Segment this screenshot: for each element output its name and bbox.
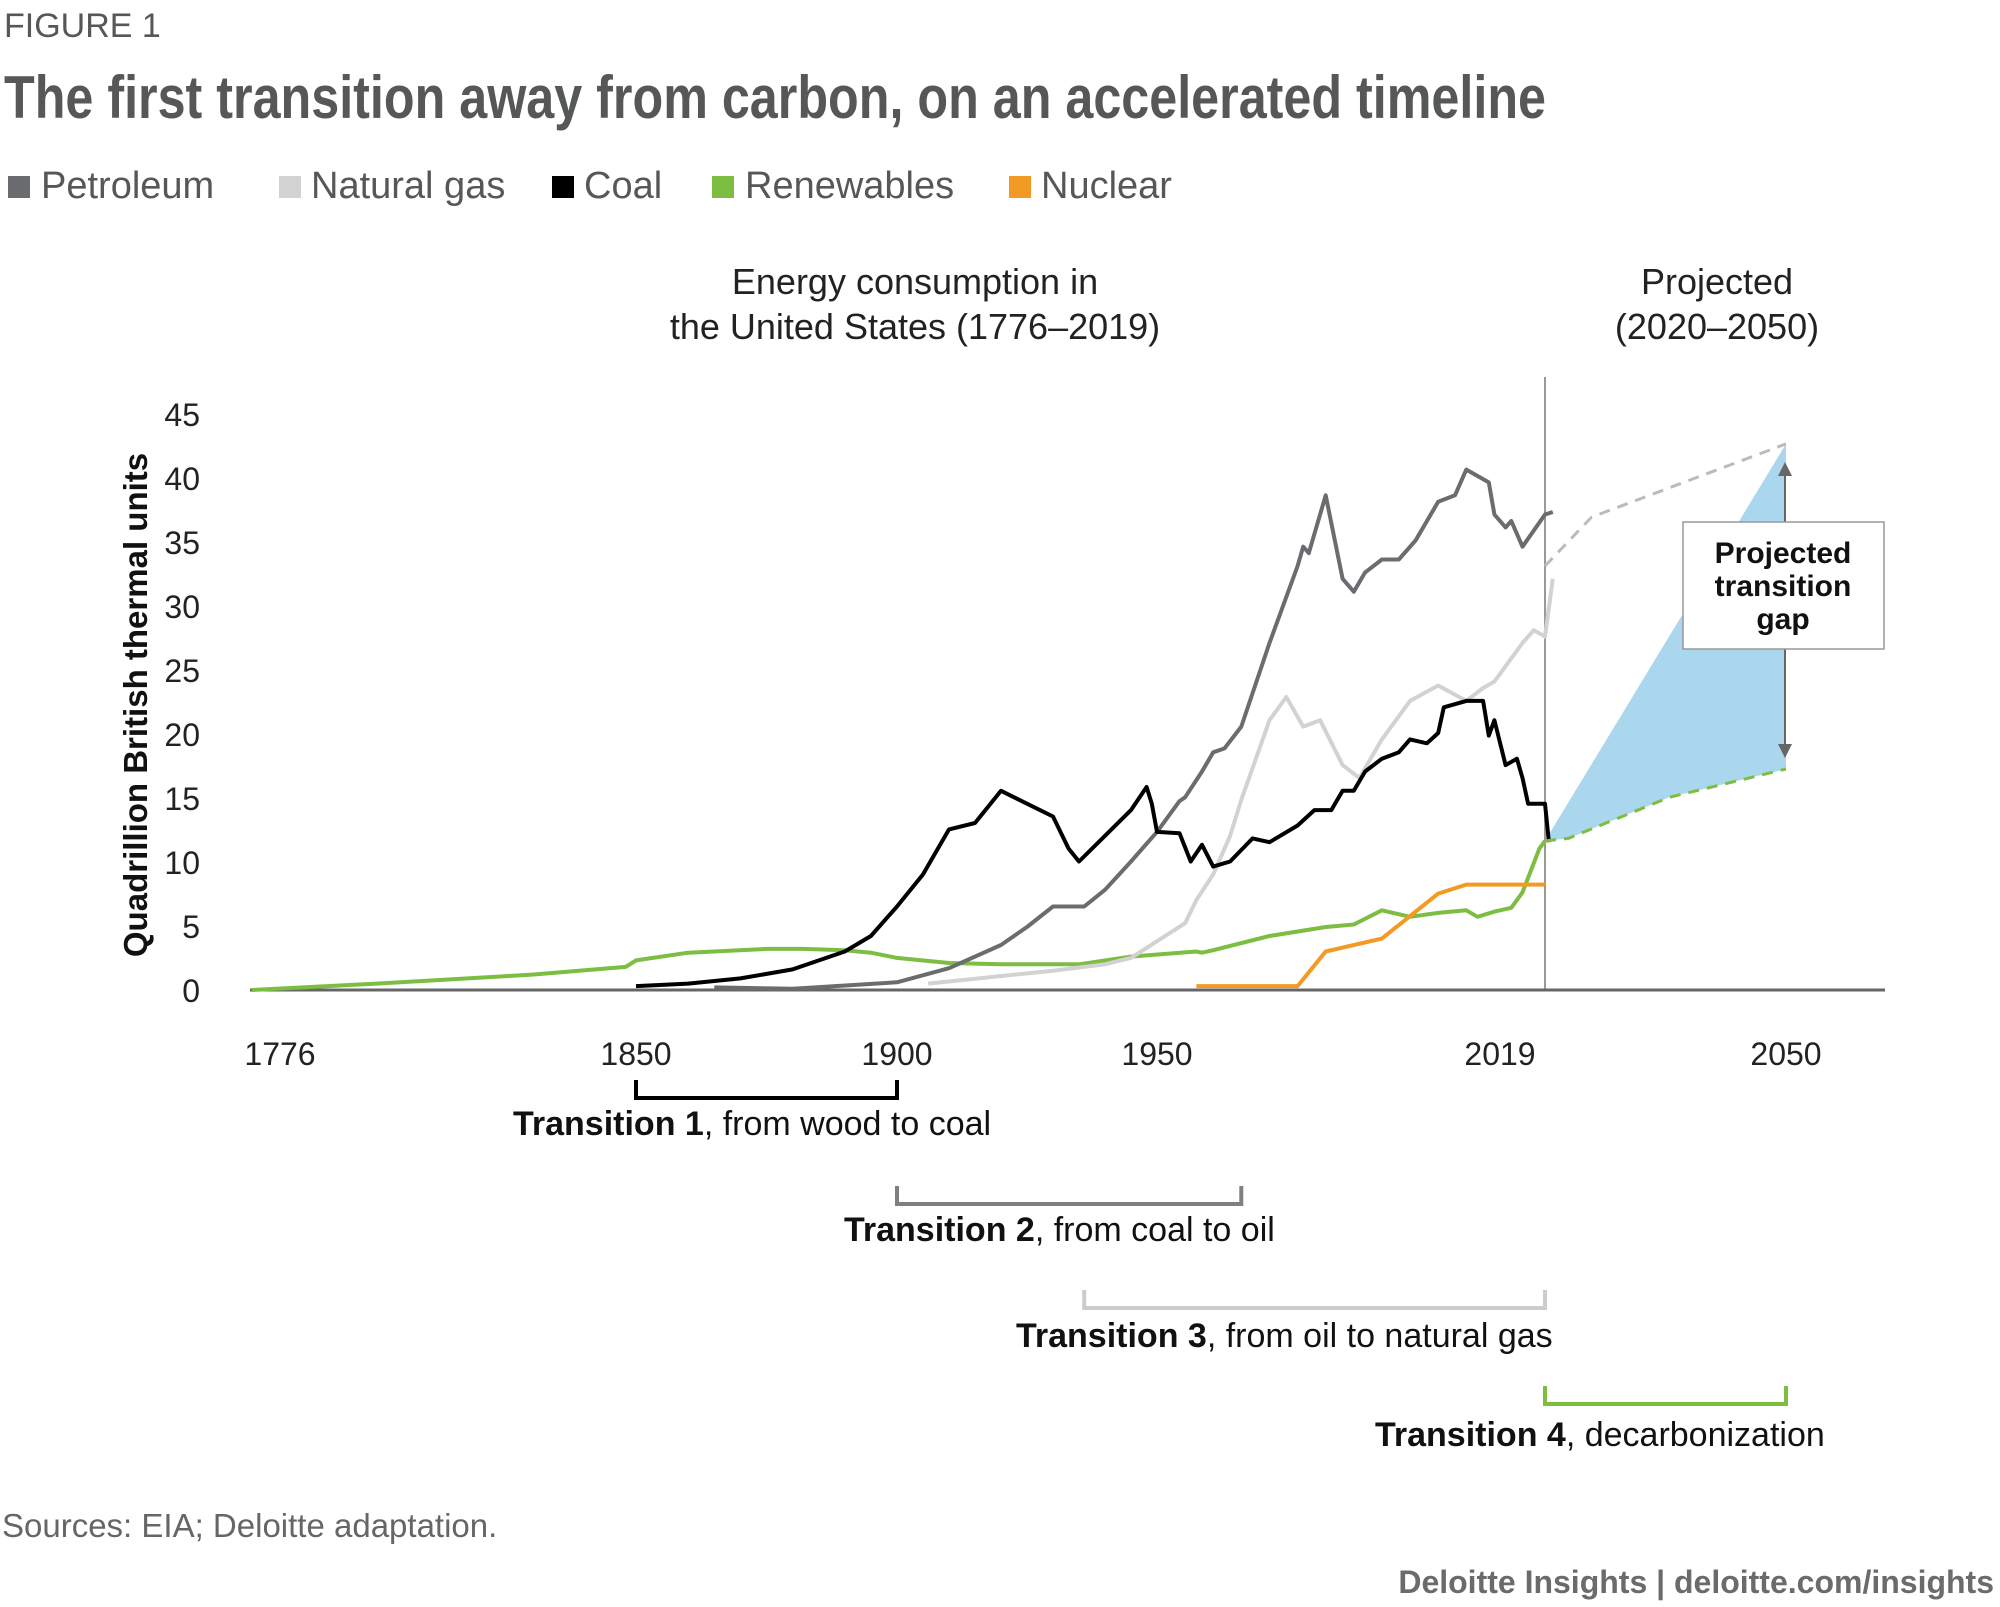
y-tick-label: 40 bbox=[164, 461, 200, 497]
series-line-petroleum bbox=[714, 467, 1554, 991]
gap-label-line3: gap bbox=[1756, 603, 1809, 636]
y-tick-label: 10 bbox=[164, 845, 200, 881]
series-line-coal bbox=[635, 698, 1551, 989]
transition-2-description: , from coal to oil bbox=[1035, 1211, 1275, 1249]
figure-label: FIGURE 1 bbox=[4, 7, 161, 45]
transition-1-title: Transition 1 bbox=[513, 1105, 704, 1143]
gap-label-line2: transition bbox=[1715, 570, 1852, 603]
transition-3-label: Transition 3, from oil to natural gas bbox=[1016, 1317, 1553, 1355]
transition-2-bracket bbox=[895, 1186, 1244, 1206]
legend-label-coal: Coal bbox=[584, 165, 662, 207]
projected-line-renewables bbox=[1544, 767, 1787, 843]
projected-header-line1: Projected bbox=[1641, 261, 1793, 302]
y-tick-label: 45 bbox=[164, 397, 200, 433]
x-axis-ticks: 1776 1850 1900 1950 2019 2050 bbox=[244, 1036, 1821, 1072]
y-tick-label: 5 bbox=[182, 909, 200, 945]
transition-1-bracket bbox=[634, 1080, 899, 1100]
transition-4-bracket bbox=[1543, 1386, 1788, 1406]
y-axis-label: Quadrillion British thermal units bbox=[117, 453, 154, 957]
series-line-nuclear bbox=[1196, 882, 1545, 989]
y-tick-label: 15 bbox=[164, 781, 200, 817]
x-tick-label: 1850 bbox=[600, 1036, 671, 1072]
transition-3-description: , from oil to natural gas bbox=[1207, 1317, 1553, 1355]
transition-3-title: Transition 3 bbox=[1016, 1317, 1207, 1355]
y-tick-label: 20 bbox=[164, 717, 200, 753]
transition-4-label: Transition 4, decarbonization bbox=[1375, 1416, 1825, 1454]
chart-title: The first transition away from carbon, o… bbox=[4, 64, 1546, 131]
legend-label-natural-gas: Natural gas bbox=[311, 165, 505, 207]
transition-brackets bbox=[634, 1080, 1788, 1406]
transition-4-title: Transition 4 bbox=[1375, 1416, 1566, 1454]
projected-line-natural-gas bbox=[1543, 442, 1787, 568]
legend-label-petroleum: Petroleum bbox=[41, 165, 214, 207]
y-axis-ticks: 0 5 10 15 20 25 30 35 40 45 bbox=[164, 397, 200, 1009]
transition-1-label: Transition 1, from wood to coal bbox=[513, 1105, 991, 1143]
legend-swatch-renewables bbox=[712, 176, 734, 198]
transition-2-title: Transition 2 bbox=[844, 1211, 1035, 1249]
footer-credit: Deloitte Insights | deloitte.com/insight… bbox=[1398, 1564, 1994, 1600]
legend: Petroleum Natural gas Coal Renewables Nu… bbox=[8, 165, 1172, 207]
legend-swatch-coal bbox=[552, 176, 574, 198]
transition-3-bracket bbox=[1082, 1290, 1547, 1310]
transition-2-label: Transition 2, from coal to oil bbox=[844, 1211, 1275, 1249]
x-tick-label: 1950 bbox=[1121, 1036, 1192, 1072]
transition-1-description: , from wood to coal bbox=[704, 1105, 991, 1143]
x-tick-label: 2050 bbox=[1750, 1036, 1821, 1072]
y-tick-label: 30 bbox=[164, 589, 200, 625]
legend-label-nuclear: Nuclear bbox=[1041, 165, 1172, 207]
y-tick-label: 35 bbox=[164, 525, 200, 561]
legend-swatch-petroleum bbox=[8, 176, 30, 198]
legend-swatch-nuclear bbox=[1009, 176, 1031, 198]
x-tick-label: 2019 bbox=[1464, 1036, 1535, 1072]
historical-header-line2: the United States (1776–2019) bbox=[670, 306, 1160, 347]
y-tick-label: 25 bbox=[164, 653, 200, 689]
gap-label-line1: Projected bbox=[1715, 537, 1852, 570]
legend-swatch-natural-gas bbox=[279, 176, 301, 198]
transition-4-description: , decarbonization bbox=[1566, 1416, 1825, 1454]
y-tick-label: 0 bbox=[182, 973, 200, 1009]
series-line-renewables bbox=[251, 839, 1547, 992]
x-tick-label: 1776 bbox=[244, 1036, 315, 1072]
x-tick-label: 1900 bbox=[861, 1036, 932, 1072]
series-line-natural-gas bbox=[927, 578, 1555, 986]
historical-header-line1: Energy consumption in bbox=[732, 261, 1098, 302]
projected-header-line2: (2020–2050) bbox=[1615, 306, 1819, 347]
source-note: Sources: EIA; Deloitte adaptation. bbox=[2, 1507, 497, 1544]
legend-label-renewables: Renewables bbox=[745, 165, 954, 207]
gap-label-box: Projected transition gap bbox=[1682, 521, 1885, 650]
